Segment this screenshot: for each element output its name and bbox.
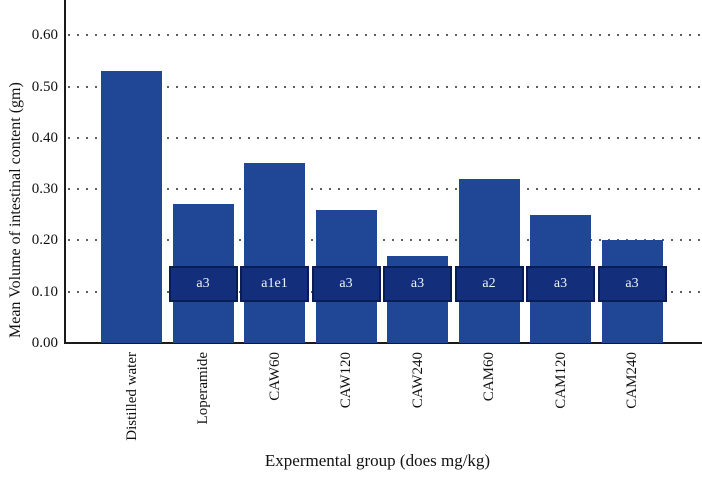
bar-distilled-water — [101, 71, 162, 343]
x-tick-label-caw240: CAW240 — [409, 352, 426, 409]
bar-cam60 — [458, 178, 520, 343]
bar-caw60 — [244, 163, 305, 343]
x-tick-label-cam240: CAM240 — [624, 352, 640, 409]
bar-annotation-caw60: a1e1 — [240, 266, 309, 302]
gridline-0.40 — [68, 136, 702, 139]
bar-annotation-loperamide: a3 — [168, 266, 238, 302]
x-tick-label-loperamide: Loperamide — [195, 352, 211, 425]
y-tick-label: 0.20 — [31, 232, 58, 249]
x-axis-line — [64, 342, 702, 344]
y-tick-label: 0.30 — [31, 181, 58, 198]
gridline-0.30 — [68, 188, 702, 191]
bar-annotation-caw240: a3 — [383, 266, 452, 302]
x-axis-title: Expermental group (does mg/kg) — [264, 451, 491, 470]
bar-annotation-caw120: a3 — [311, 266, 381, 302]
gridline-0.50 — [68, 85, 702, 88]
y-tick-label: 0.00 — [31, 335, 58, 351]
x-tick-label-caw120: CAW120 — [338, 352, 354, 409]
gridline-0.20 — [68, 239, 702, 242]
y-tick-label: 0.60 — [31, 27, 58, 44]
x-tick-label-cam120: CAM120 — [552, 352, 569, 409]
y-tick-label: 0.10 — [31, 283, 58, 300]
x-tick-label-caw60: CAW60 — [266, 352, 283, 401]
y-axis-line — [64, 0, 66, 344]
x-tick-label-distilled-water: Distilled water — [123, 352, 140, 441]
x-tick-label-cam60: CAM60 — [481, 352, 497, 402]
bar-annotation-cam240: a3 — [597, 266, 667, 302]
gridline-0.60 — [68, 34, 702, 37]
y-tick-label: 0.50 — [31, 78, 58, 95]
bar-annotation-cam120: a3 — [526, 266, 595, 302]
bar-annotation-cam60: a2 — [454, 266, 524, 302]
y-tick-label: 0.40 — [31, 129, 58, 146]
